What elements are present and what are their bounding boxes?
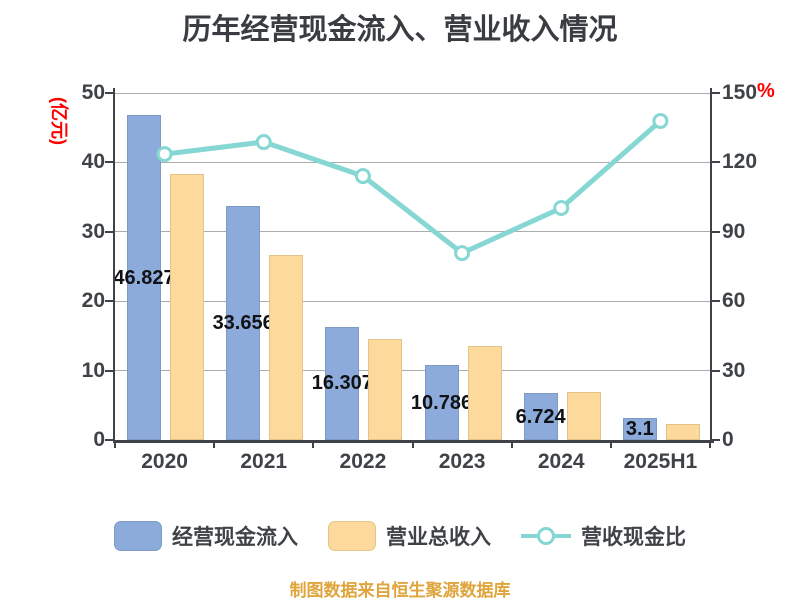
legend-item-cash-inflow: 经营现金流入	[114, 521, 298, 551]
y-axis-tick-right	[710, 230, 720, 233]
x-axis-label: 2022	[339, 450, 387, 473]
y-axis-tick-label-right: 90	[722, 219, 746, 243]
x-axis-label: 2023	[438, 450, 486, 473]
bar-total_revenue-2020	[170, 174, 204, 440]
y-axis-tick-left	[105, 161, 115, 164]
x-axis	[113, 440, 714, 443]
y-axis-tick-left	[105, 439, 115, 441]
legend-label-total-revenue: 营业总收入	[386, 526, 491, 549]
legend-item-total-revenue: 营业总收入	[328, 521, 491, 551]
legend-label-cash-inflow: 经营现金流入	[172, 526, 298, 549]
y-axis-tick-label-left: 40	[81, 150, 105, 174]
x-axis-tick	[114, 440, 116, 448]
total-revenue-swatch	[328, 521, 376, 551]
x-axis-tick	[709, 440, 711, 448]
y-axis-tick-label-left: 20	[81, 289, 105, 313]
gridline	[115, 231, 710, 233]
x-axis-label: 2021	[240, 450, 288, 473]
bar-cash_inflow-2020	[127, 115, 161, 440]
x-axis-label: 2024	[537, 450, 585, 473]
y-axis-tick-label-right: 0	[722, 428, 734, 451]
cash-inflow-swatch	[114, 521, 162, 551]
y-axis-tick-label-right: 60	[722, 289, 746, 313]
y-axis-tick-label-right: 150	[722, 81, 758, 104]
x-axis-label: 2025H1	[623, 450, 698, 473]
y-axis-tick-right	[710, 300, 720, 303]
x-axis-label: 2020	[141, 450, 188, 473]
right-axis-unit: %	[757, 80, 775, 102]
bar-value-label-2022: 16.307	[311, 372, 373, 395]
data-source-note: 制图数据来自恒生聚源数据库	[289, 581, 511, 600]
ratio-point-2025H1	[652, 112, 669, 129]
x-axis-tick	[312, 440, 315, 448]
bar-total_revenue-2025H1	[665, 424, 700, 440]
legend-item-ratio: 营收现金比	[521, 521, 686, 551]
gridline	[115, 370, 710, 372]
y-axis-tick-right	[710, 161, 720, 164]
bar-cash_inflow-2025H1	[622, 418, 657, 440]
bar-value-label-2023: 10.786	[410, 391, 473, 414]
ratio-point-2023	[454, 245, 471, 262]
bar-value-label-2021: 33.656	[212, 312, 274, 335]
y-axis-tick-left	[105, 369, 115, 372]
ratio-line-marker-icon	[537, 527, 555, 545]
y-axis-tick-label-left: 30	[81, 219, 105, 243]
ratio-point-2022	[354, 168, 371, 185]
ratio-point-2021	[255, 134, 272, 151]
y-axis-tick-right	[710, 439, 720, 441]
bar-value-label-2024: 6.724	[515, 405, 566, 428]
chart-title: 历年经营现金流入、营业收入情况	[182, 14, 618, 46]
bar-value-label-2020: 46.827	[113, 266, 175, 289]
y-axis-tick-left	[105, 300, 115, 303]
gridline	[115, 161, 710, 163]
x-axis-tick	[213, 440, 216, 448]
bar-value-label-2025H1: 3.1	[625, 418, 654, 441]
x-axis-tick	[510, 440, 513, 448]
bar-total_revenue-2022	[368, 339, 403, 440]
legend-label-ratio: 营收现金比	[581, 526, 686, 549]
y-axis-tick-left	[105, 92, 115, 94]
gridline	[115, 92, 710, 94]
bar-cash_inflow-2024	[523, 393, 558, 440]
ratio-line-series	[156, 112, 669, 262]
y-axis-tick-label-right: 120	[722, 150, 758, 174]
y-axis-left	[113, 88, 115, 440]
bar-total_revenue-2024	[566, 392, 601, 440]
x-axis-tick	[609, 440, 612, 448]
y-axis-tick-label-left: 10	[81, 358, 105, 382]
bar-cash_inflow-2023	[424, 365, 459, 440]
y-axis-tick-left	[105, 230, 115, 233]
y-axis-tick-label-left: 50	[81, 81, 105, 104]
bar-total_revenue-2021	[269, 255, 304, 440]
x-axis-tick	[411, 440, 414, 448]
y-axis-tick-right	[710, 369, 720, 372]
y-axis-right	[710, 88, 712, 440]
bar-cash_inflow-2022	[325, 326, 360, 440]
y-axis-tick-right	[710, 92, 720, 94]
y-axis-tick-label-left: 0	[93, 428, 105, 451]
bar-total_revenue-2023	[467, 346, 502, 440]
gridline	[115, 300, 710, 302]
ratio-line-swatch	[521, 523, 571, 549]
legend: 经营现金流入 营业总收入 营收现金比	[0, 516, 800, 556]
y-axis-tick-label-right: 30	[722, 358, 746, 382]
ratio-point-2024	[553, 199, 570, 216]
